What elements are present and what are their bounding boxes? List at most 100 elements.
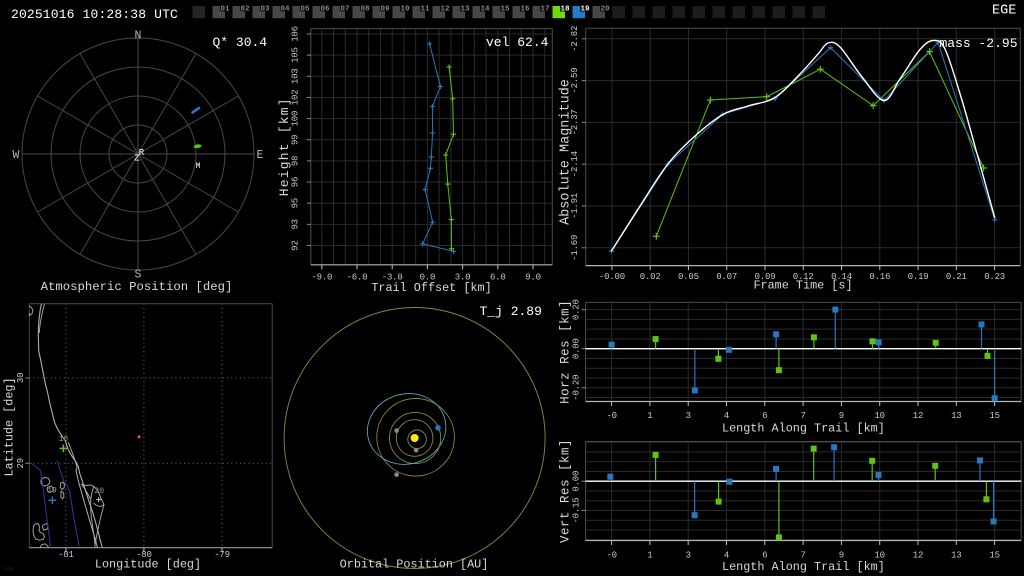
svg-text:1: 1	[647, 411, 652, 421]
svg-text:0.20: 0.20	[572, 299, 582, 320]
svg-text:12: 12	[913, 551, 923, 561]
svg-text:15: 15	[500, 6, 510, 14]
svg-text:02: 02	[240, 6, 250, 14]
svg-text:29: 29	[16, 458, 26, 468]
svg-text:0.00: 0.00	[572, 338, 582, 359]
svg-text:Atmospheric Position [deg]: Atmospheric Position [deg]	[41, 280, 233, 294]
svg-text:9: 9	[839, 551, 844, 561]
svg-text:11: 11	[420, 6, 430, 14]
svg-text:0.07: 0.07	[716, 272, 737, 282]
svg-text:10: 10	[400, 6, 410, 14]
svg-text:S: S	[135, 269, 142, 282]
svg-text:EGE: EGE	[992, 4, 1016, 19]
svg-text:98: 98	[291, 156, 301, 166]
svg-text:-2.59: -2.59	[570, 68, 580, 94]
svg-text:04: 04	[280, 6, 290, 14]
svg-text:13: 13	[460, 6, 470, 14]
svg-text:-1.91: -1.91	[570, 193, 580, 219]
svg-text:12: 12	[440, 6, 450, 14]
svg-text:6.0: 6.0	[490, 272, 506, 282]
svg-text:-80: -80	[136, 550, 152, 560]
svg-text:-81: -81	[58, 550, 74, 560]
svg-text:20: 20	[94, 487, 104, 496]
svg-text:Length Along Trail [km]: Length Along Trail [km]	[722, 422, 885, 436]
svg-text:6: 6	[762, 551, 767, 561]
svg-text:18: 18	[560, 6, 570, 14]
svg-text:17: 17	[540, 6, 549, 14]
svg-text:0.09: 0.09	[755, 272, 776, 282]
svg-text:106: 106	[291, 26, 301, 42]
svg-text:08: 08	[360, 6, 370, 14]
svg-text:-0: -0	[606, 551, 616, 561]
svg-text:-79: -79	[214, 550, 230, 560]
svg-text:10: 10	[874, 551, 884, 561]
svg-text:102: 102	[291, 90, 301, 106]
svg-text:105: 105	[291, 47, 301, 63]
svg-text:-0.20: -0.20	[572, 375, 582, 401]
svg-text:96: 96	[291, 177, 301, 187]
svg-text:Length Along Trail [km]: Length Along Trail [km]	[722, 560, 885, 574]
svg-text:Absolute Magnitude: Absolute Magnitude	[558, 79, 573, 225]
svg-text:Z: Z	[134, 154, 140, 164]
svg-text:0.23: 0.23	[984, 272, 1005, 282]
svg-text:10: 10	[874, 411, 884, 421]
svg-text:-3.0: -3.0	[382, 272, 403, 282]
svg-text:-2.82: -2.82	[570, 26, 580, 52]
svg-text:19: 19	[47, 487, 57, 496]
svg-text:-6.0: -6.0	[347, 272, 368, 282]
svg-text:6: 6	[762, 411, 767, 421]
svg-text:Longitude [deg]: Longitude [deg]	[95, 558, 201, 572]
svg-text:4: 4	[724, 551, 729, 561]
svg-text:9.0: 9.0	[525, 272, 541, 282]
svg-text:0.16: 0.16	[869, 272, 890, 282]
svg-text:-0: -0	[606, 411, 616, 421]
svg-text:Orbital Position [AU]: Orbital Position [AU]	[340, 558, 489, 572]
svg-text:0.12: 0.12	[793, 272, 814, 282]
svg-text:15: 15	[989, 551, 999, 561]
svg-text:0.21: 0.21	[946, 272, 967, 282]
svg-text:M: M	[196, 162, 201, 171]
svg-text:Vert Res [km]: Vert Res [km]	[559, 439, 573, 543]
svg-text:0.00: 0.00	[572, 471, 582, 492]
svg-text:12: 12	[913, 411, 923, 421]
svg-text:0.19: 0.19	[908, 272, 929, 282]
svg-text:01: 01	[220, 6, 230, 14]
svg-text:13: 13	[951, 551, 961, 561]
svg-text:vel 62.4: vel 62.4	[486, 35, 549, 50]
svg-text:15: 15	[989, 411, 999, 421]
svg-text:E: E	[257, 149, 264, 162]
svg-text:18: 18	[59, 435, 69, 444]
svg-text:14: 14	[480, 6, 490, 14]
svg-text:16: 16	[520, 6, 530, 14]
svg-text:1: 1	[647, 551, 652, 561]
svg-text:30: 30	[16, 373, 26, 383]
svg-text:4: 4	[724, 411, 729, 421]
svg-text:Frame Time [s]: Frame Time [s]	[753, 279, 852, 293]
svg-text:Latitude [deg]: Latitude [deg]	[3, 377, 17, 476]
svg-text:100: 100	[291, 111, 301, 127]
svg-text:19: 19	[580, 6, 590, 14]
svg-text:-0.15: -0.15	[572, 497, 582, 523]
svg-text:0.14: 0.14	[831, 272, 852, 282]
svg-text:06: 06	[320, 6, 330, 14]
svg-text:-2.37: -2.37	[570, 109, 580, 135]
svg-text:Horz Res [km]: Horz Res [km]	[559, 300, 573, 404]
svg-text:-2.14: -2.14	[570, 151, 580, 177]
svg-text:Height [km]: Height [km]	[277, 97, 292, 196]
svg-text:3.0: 3.0	[455, 272, 471, 282]
svg-text:05: 05	[300, 6, 310, 14]
svg-text:07: 07	[340, 6, 349, 14]
svg-text:3: 3	[686, 411, 691, 421]
svg-text:20: 20	[600, 6, 610, 14]
svg-text:mass -2.95: mass -2.95	[940, 36, 1018, 51]
svg-text:T_j 2.89: T_j 2.89	[480, 304, 542, 319]
svg-text:0.0: 0.0	[420, 272, 436, 282]
svg-text:-0.00: -0.00	[599, 272, 625, 282]
svg-text:7: 7	[800, 551, 805, 561]
svg-text:103: 103	[291, 68, 301, 84]
svg-text:92: 92	[291, 240, 301, 250]
svg-text:PJW: PJW	[4, 567, 13, 573]
svg-text:7: 7	[800, 411, 805, 421]
svg-text:20251016 10:28:38 UTC: 20251016 10:28:38 UTC	[11, 7, 178, 22]
svg-text:03: 03	[260, 6, 270, 14]
